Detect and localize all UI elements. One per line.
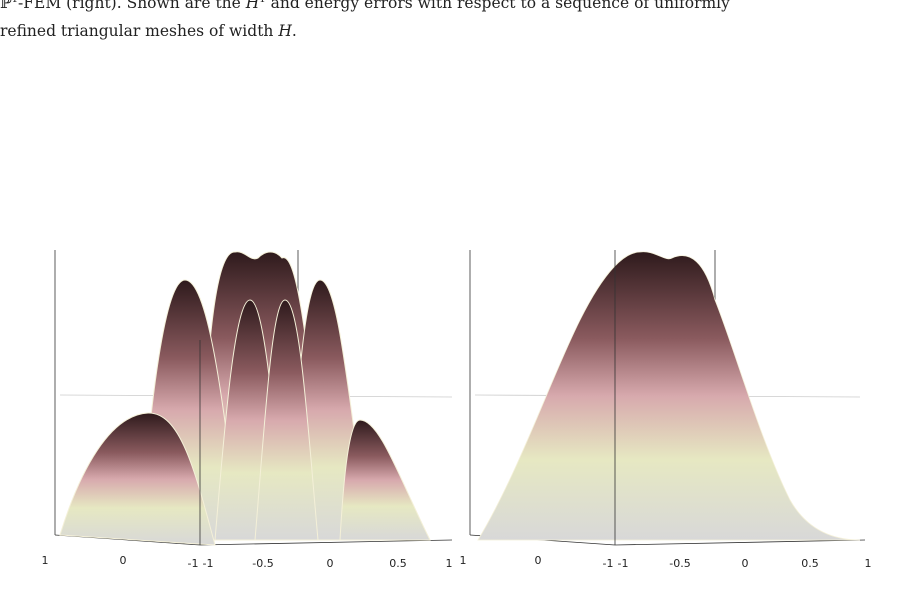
tick-label: -0.5 (252, 557, 273, 570)
caption-line: refined triangular meshes of width H. (0, 22, 297, 40)
caption-line: ℙ1-FEM (right). Shown are the H1 and ene… (0, 0, 730, 12)
tick-label: 1 (42, 554, 49, 567)
tick-label: 0.5 (801, 557, 819, 570)
caption-text: and energy errors with respect to a sequ… (265, 0, 730, 13)
tick-label: 0 (535, 554, 542, 567)
surface (339, 419, 431, 541)
right-panel (469, 250, 866, 546)
caption-text: ℙ (0, 0, 12, 13)
surface (254, 299, 319, 541)
caption-text: 1 (12, 0, 18, 5)
tick-label: -1 (188, 557, 199, 570)
caption-text: 1 (259, 0, 265, 5)
surface (477, 251, 861, 541)
tick-label: -0.5 (669, 557, 690, 570)
caption-text: H (278, 22, 292, 40)
tick-label: 1 (446, 557, 453, 570)
surface (59, 412, 216, 546)
axis-line (199, 539, 453, 546)
tick-label: 0.5 (389, 557, 407, 570)
tick-label: 0 (120, 554, 127, 567)
left-panel (54, 250, 453, 546)
tick-label: 1 (460, 554, 467, 567)
axis-line (614, 539, 866, 546)
tick-label: -1 (603, 557, 614, 570)
tick-label: 0 (327, 557, 334, 570)
caption-text: -FEM (right). Shown are the (18, 0, 246, 13)
caption-text: H (245, 0, 260, 13)
tick-label: -1 (618, 557, 629, 570)
caption-text: . (291, 22, 297, 40)
tick-label: 1 (865, 557, 872, 570)
caption-text: refined triangular meshes of width (0, 22, 279, 40)
tick-label: 0 (742, 557, 749, 570)
tick-label: -1 (203, 557, 214, 570)
